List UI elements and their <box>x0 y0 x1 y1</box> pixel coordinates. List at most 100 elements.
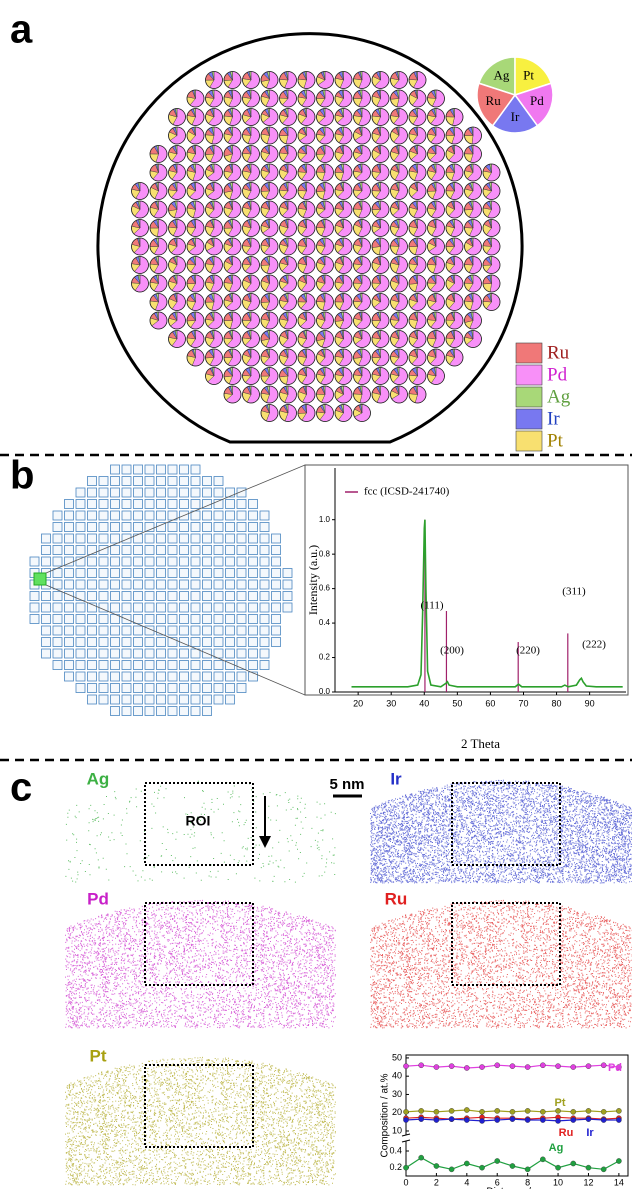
substrate-cell <box>99 477 108 486</box>
substrate-cell <box>283 592 292 601</box>
substrate-cell <box>99 672 108 681</box>
data-point <box>586 1108 591 1113</box>
data-point <box>586 1117 591 1122</box>
substrate-cell <box>180 546 189 555</box>
substrate-cell <box>203 684 212 693</box>
substrate-cell <box>99 511 108 520</box>
substrate-cell <box>65 649 74 658</box>
substrate-cell <box>111 500 120 509</box>
x-tick-label: 60 <box>485 698 495 708</box>
y-tick-label: 0.2 <box>389 1162 402 1172</box>
substrate-cell <box>134 580 143 589</box>
substrate-cell <box>76 661 85 670</box>
data-point <box>495 1063 500 1068</box>
legend-label: Ag <box>547 386 571 407</box>
substrate-cell <box>111 557 120 566</box>
substrate-cell <box>157 465 166 474</box>
substrate-cell <box>134 569 143 578</box>
data-point <box>555 1165 560 1170</box>
data-point <box>571 1161 576 1166</box>
substrate-cell <box>226 580 235 589</box>
substrate-cell <box>30 557 39 566</box>
substrate-cell <box>249 626 258 635</box>
y-tick-label: 0.4 <box>389 1145 402 1155</box>
substrate-cell <box>145 672 154 681</box>
substrate-cell <box>99 523 108 532</box>
data-point <box>510 1163 515 1168</box>
substrate-cell <box>88 477 97 486</box>
y-tick-label: 50 <box>392 1052 402 1062</box>
substrate-cell <box>260 534 269 543</box>
substrate-cell <box>134 707 143 716</box>
substrate-cell <box>65 615 74 624</box>
substrate-cell <box>122 638 131 647</box>
substrate-cell <box>145 707 154 716</box>
substrate-cell <box>226 638 235 647</box>
substrate-cell <box>53 534 62 543</box>
substrate-cell <box>226 684 235 693</box>
substrate-cell <box>203 672 212 681</box>
glyph-grid <box>131 72 500 422</box>
substrate-cell <box>53 649 62 658</box>
data-point <box>525 1167 530 1172</box>
substrate-cell <box>76 500 85 509</box>
substrate-cell <box>260 626 269 635</box>
substrate-cell <box>134 534 143 543</box>
y-tick-label: 1.0 <box>319 515 331 524</box>
data-point <box>434 1109 439 1114</box>
roi-label: ROI <box>186 813 211 829</box>
substrate-cell <box>145 500 154 509</box>
substrate-cell <box>88 661 97 670</box>
substrate-cell <box>88 695 97 704</box>
substrate-cell <box>88 523 97 532</box>
substrate-cell <box>88 546 97 555</box>
substrate-cell <box>226 546 235 555</box>
substrate-cell <box>203 511 212 520</box>
substrate-cell <box>168 500 177 509</box>
substrate-cell <box>76 523 85 532</box>
substrate-cell <box>237 592 246 601</box>
atom-map-label: Ag <box>87 769 110 788</box>
data-point <box>449 1117 454 1122</box>
substrate-cell <box>76 546 85 555</box>
substrate-cell <box>180 684 189 693</box>
substrate-cell <box>145 534 154 543</box>
substrate-cell <box>191 638 200 647</box>
substrate-cell <box>191 557 200 566</box>
substrate-cell <box>99 557 108 566</box>
substrate-cell <box>191 672 200 681</box>
substrate-cell <box>226 511 235 520</box>
substrate-cell <box>53 546 62 555</box>
substrate-cell <box>53 511 62 520</box>
substrate-cell <box>180 534 189 543</box>
substrate-cell <box>191 569 200 578</box>
data-point <box>601 1063 606 1068</box>
substrate-cell <box>76 638 85 647</box>
substrate-cell <box>237 638 246 647</box>
substrate-cell <box>99 684 108 693</box>
substrate-cell <box>203 488 212 497</box>
substrate-cell <box>134 638 143 647</box>
data-point <box>555 1108 560 1113</box>
substrate-cell <box>191 534 200 543</box>
substrate-cell <box>283 569 292 578</box>
substrate-cell <box>272 546 281 555</box>
substrate-cell <box>145 511 154 520</box>
substrate-cell <box>76 626 85 635</box>
substrate-cell <box>88 500 97 509</box>
substrate-cell <box>122 580 131 589</box>
atom-cloud <box>65 781 336 882</box>
data-point <box>540 1109 545 1114</box>
substrate-cell <box>226 523 235 532</box>
substrate-cell <box>214 672 223 681</box>
substrate-cell <box>168 661 177 670</box>
atom-map-label: Ir <box>390 769 402 788</box>
y-tick-label: 0.4 <box>319 618 331 627</box>
substrate-cell <box>191 523 200 532</box>
substrate-cell <box>180 580 189 589</box>
substrate-cell <box>191 580 200 589</box>
substrate-cell <box>111 511 120 520</box>
series-label: Ag <box>549 1142 564 1154</box>
y-axis-label: Composition / at.% <box>380 1073 391 1157</box>
substrate-cell <box>76 672 85 681</box>
